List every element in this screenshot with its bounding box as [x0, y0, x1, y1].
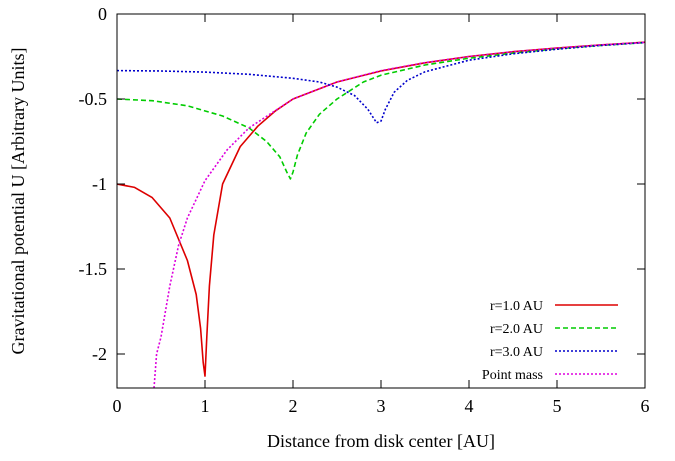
- x-tick-label: 1: [201, 396, 210, 416]
- legend-label: Point mass: [482, 368, 543, 383]
- y-tick-label: -2: [92, 344, 107, 364]
- x-axis-title: Distance from disk center [AU]: [267, 431, 495, 451]
- series-line-2: [117, 41, 645, 180]
- series-layer: [117, 41, 645, 388]
- legend-label: r=1.0 AU: [490, 299, 543, 314]
- x-tick-label: 2: [289, 396, 298, 416]
- legend-label: r=3.0 AU: [490, 345, 543, 360]
- x-tick-label: 5: [553, 396, 562, 416]
- ticks-layer: [116, 13, 646, 388]
- legend-label: r=2.0 AU: [490, 322, 543, 337]
- y-tick-label: -1: [92, 174, 107, 194]
- x-tick-label: 0: [113, 396, 122, 416]
- series-line-1: [117, 41, 645, 377]
- series-line-4: [153, 41, 645, 388]
- legend: r=1.0 AU r=2.0 AU r=3.0 AU Point mass: [482, 299, 618, 383]
- x-tick-label: 4: [465, 396, 474, 416]
- y-tick-label: -0.5: [79, 89, 108, 109]
- series-line-3: [117, 41, 645, 124]
- x-tick-label: 3: [377, 396, 386, 416]
- y-tick-label: 0: [98, 4, 107, 24]
- y-tick-label: -1.5: [79, 259, 108, 279]
- y-axis-title: Gravitational potential U [Arbitrary Uni…: [8, 48, 28, 355]
- tick-labels-layer: 0 1 2 3 4 5 6 0 -0.5 -1 -1.5 -2: [79, 4, 650, 416]
- x-tick-label: 6: [641, 396, 650, 416]
